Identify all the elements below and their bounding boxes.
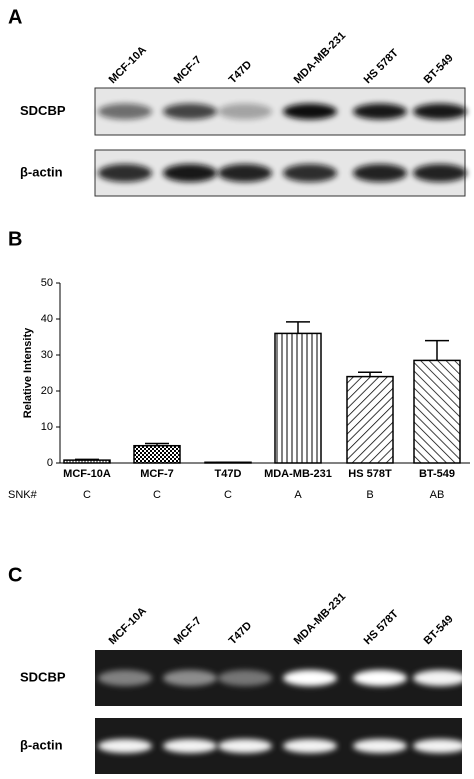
group-label: SNK# <box>8 489 38 501</box>
lane-label: MDA-MB-231 <box>292 30 348 86</box>
band <box>413 103 467 120</box>
bar <box>204 461 252 464</box>
band <box>218 103 272 120</box>
bar <box>63 459 111 464</box>
band <box>163 739 217 753</box>
band <box>163 164 217 182</box>
x-tick-label: HS 578T <box>348 468 392 480</box>
band <box>353 103 407 120</box>
band <box>163 670 217 686</box>
band <box>353 164 407 182</box>
group-value: C <box>153 489 161 501</box>
band <box>353 739 407 753</box>
group-value: AB <box>430 489 445 501</box>
lane-label: MCF-10A <box>107 44 149 86</box>
x-tick-label: BT-549 <box>419 468 455 480</box>
row-label: SDCBP <box>20 103 66 118</box>
band <box>218 670 272 686</box>
x-tick-label: T47D <box>215 468 242 480</box>
y-tick-label: 40 <box>41 313 53 325</box>
y-tick-label: 0 <box>47 457 53 469</box>
bar <box>346 375 394 464</box>
lane-label: MCF-10A <box>107 605 149 647</box>
band <box>98 164 152 182</box>
bar <box>133 444 181 464</box>
lane-label: HS 578T <box>362 608 401 647</box>
lane-label: T47D <box>227 59 255 87</box>
band <box>98 103 152 120</box>
band <box>413 164 467 182</box>
group-value: C <box>224 489 232 501</box>
band <box>218 164 272 182</box>
lane-label: BT-549 <box>422 52 456 86</box>
band <box>283 670 337 686</box>
bar <box>413 359 461 464</box>
lane-label: MCF-7 <box>172 54 204 86</box>
band <box>98 739 152 753</box>
band <box>283 103 337 120</box>
band <box>98 670 152 686</box>
lane-label: BT-549 <box>422 613 456 647</box>
y-axis-label: Relative Intensity <box>22 327 34 418</box>
bar <box>274 332 322 464</box>
band <box>218 739 272 753</box>
group-value: A <box>294 489 302 501</box>
x-tick-label: MCF-10A <box>63 468 111 480</box>
band <box>413 739 467 753</box>
band <box>353 670 407 686</box>
lane-label: T47D <box>227 620 255 648</box>
y-tick-label: 10 <box>41 421 53 433</box>
lane-label: MDA-MB-231 <box>292 591 348 647</box>
band <box>163 103 217 120</box>
panel-label: C <box>8 564 22 586</box>
row-label: β-actin <box>20 164 63 179</box>
band <box>283 164 337 182</box>
x-tick-label: MDA-MB-231 <box>264 468 332 480</box>
band <box>413 670 467 686</box>
row-label: SDCBP <box>20 669 66 684</box>
group-value: B <box>366 489 373 501</box>
y-tick-label: 50 <box>41 277 53 289</box>
panel-label: A <box>8 6 22 28</box>
panel-label: B <box>8 228 22 250</box>
lane-label: MCF-7 <box>172 615 204 647</box>
y-tick-label: 30 <box>41 349 53 361</box>
lane-label: HS 578T <box>362 47 401 86</box>
row-label: β-actin <box>20 737 63 752</box>
band <box>283 739 337 753</box>
x-tick-label: MCF-7 <box>140 468 174 480</box>
group-value: C <box>83 489 91 501</box>
y-tick-label: 20 <box>41 385 53 397</box>
